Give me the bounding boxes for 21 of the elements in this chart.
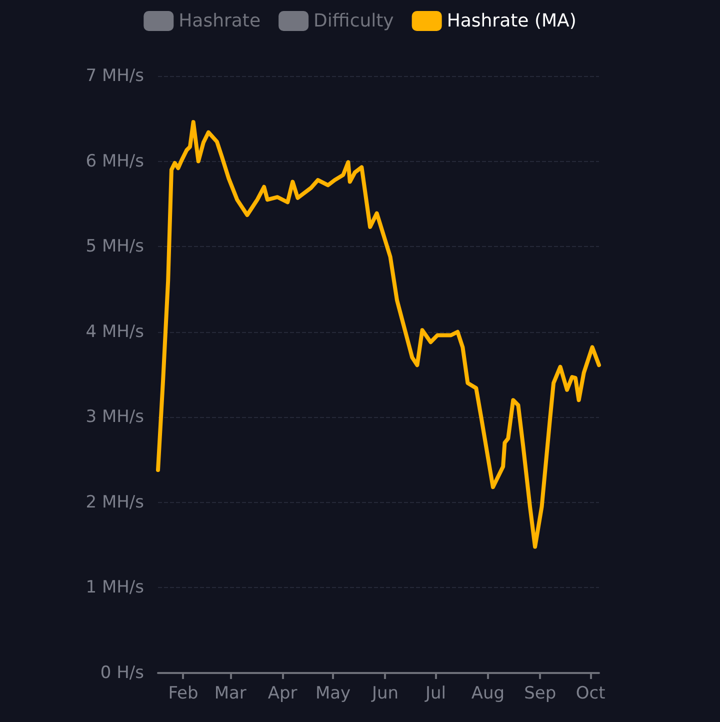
y-tick-label: 3 MH/s bbox=[86, 407, 144, 428]
x-tick-label: Apr bbox=[268, 684, 298, 704]
x-tick-label: Jul bbox=[424, 684, 446, 704]
x-tick-label: Oct bbox=[576, 684, 606, 704]
x-tick-label: Sep bbox=[524, 684, 556, 704]
y-tick-label: 0 H/s bbox=[100, 663, 144, 683]
x-tick-label: May bbox=[315, 684, 351, 704]
y-tick-label: 5 MH/s bbox=[86, 236, 144, 257]
x-tick-label: Jun bbox=[370, 684, 399, 704]
x-tick-label: Feb bbox=[168, 684, 198, 704]
y-tick-label: 4 MH/s bbox=[86, 322, 144, 342]
y-tick-label: 2 MH/s bbox=[86, 492, 144, 512]
y-tick-label: 6 MH/s bbox=[86, 151, 144, 172]
y-tick-label: 1 MH/s bbox=[86, 578, 144, 598]
line-series bbox=[156, 120, 601, 549]
legend-label: Difficulty bbox=[314, 10, 394, 32]
y-tick-label: 7 MH/s bbox=[86, 66, 144, 86]
x-tick-label: Aug bbox=[471, 684, 505, 704]
legend-label: Hashrate bbox=[178, 10, 261, 32]
legend-label: Hashrate (MA) bbox=[446, 10, 576, 32]
x-tick-label: Mar bbox=[214, 684, 246, 704]
